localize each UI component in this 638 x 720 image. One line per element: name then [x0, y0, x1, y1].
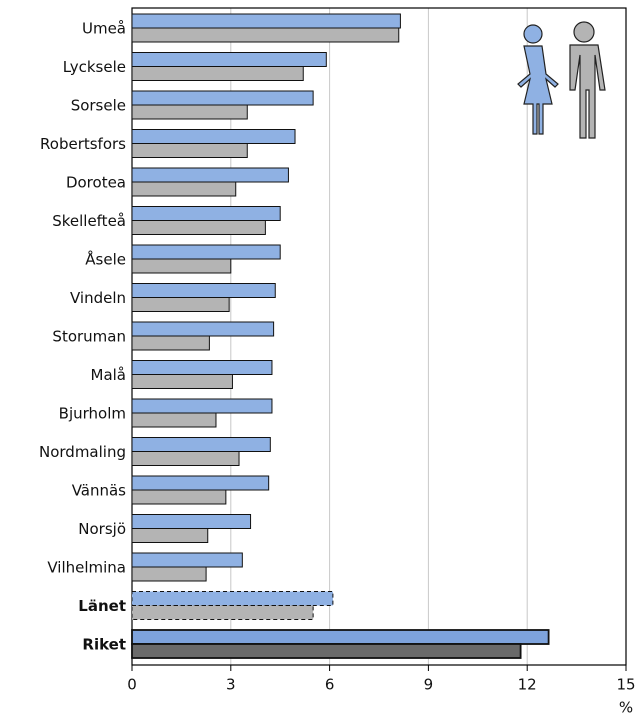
bar	[131, 167, 289, 183]
y-tick-label: Vännäs	[72, 482, 126, 500]
bar	[131, 90, 314, 106]
y-tick-label: Bjurholm	[59, 405, 126, 423]
bar	[131, 629, 550, 645]
bar	[131, 489, 227, 505]
bar	[131, 244, 281, 260]
bar	[131, 283, 276, 298]
bar	[131, 52, 327, 67]
bar	[131, 66, 304, 81]
y-tick-label: Robertsfors	[40, 135, 126, 153]
y-tick-label: Dorotea	[66, 174, 126, 192]
bar	[131, 552, 243, 568]
bar	[131, 220, 266, 235]
y-tick-label: Norsjö	[78, 520, 126, 538]
bar	[131, 398, 273, 414]
people-icon	[517, 21, 606, 139]
y-tick-label: Åsele	[85, 250, 126, 269]
y-tick-label: Skellefteå	[52, 212, 126, 230]
y-tick-label: Umeå	[82, 20, 126, 38]
x-tick-label: 3	[226, 676, 236, 694]
y-tick-label: Nordmaling	[39, 443, 126, 461]
bar	[131, 297, 230, 312]
x-tick-label: 0	[127, 676, 137, 694]
x-tick-label: 6	[325, 676, 335, 694]
x-unit: %	[619, 699, 633, 717]
bar	[131, 437, 271, 452]
bar	[131, 129, 296, 144]
bar	[131, 528, 209, 543]
y-tick-label: Vindeln	[70, 289, 126, 307]
bar	[131, 104, 248, 120]
bar	[131, 13, 401, 29]
bar	[131, 258, 232, 274]
bar	[131, 27, 400, 43]
bar	[131, 412, 217, 428]
bar	[131, 335, 210, 351]
bar	[131, 374, 233, 389]
x-tick-label: 12	[518, 676, 537, 694]
bar	[131, 206, 281, 221]
bar	[131, 475, 270, 491]
bar	[131, 514, 252, 529]
y-tick-label: Länet	[78, 597, 126, 615]
bar	[131, 451, 240, 466]
bar	[131, 181, 237, 197]
y-tick-label: Malå	[91, 366, 127, 384]
x-tick-label: 9	[424, 676, 434, 694]
grid	[230, 8, 528, 665]
y-tick-label: Riket	[82, 636, 126, 654]
y-tick-label: Storuman	[52, 328, 126, 346]
y-tick-label: Vilhelmina	[47, 559, 126, 577]
bar	[131, 566, 207, 582]
bar	[131, 360, 273, 375]
x-tick-label: 15	[616, 676, 635, 694]
bar	[131, 321, 275, 337]
y-tick-label: Sorsele	[71, 97, 126, 115]
bar	[131, 591, 334, 606]
y-tick-label: Lycksele	[63, 58, 126, 76]
bar	[131, 143, 248, 158]
bar	[131, 643, 522, 659]
bar	[131, 605, 314, 620]
